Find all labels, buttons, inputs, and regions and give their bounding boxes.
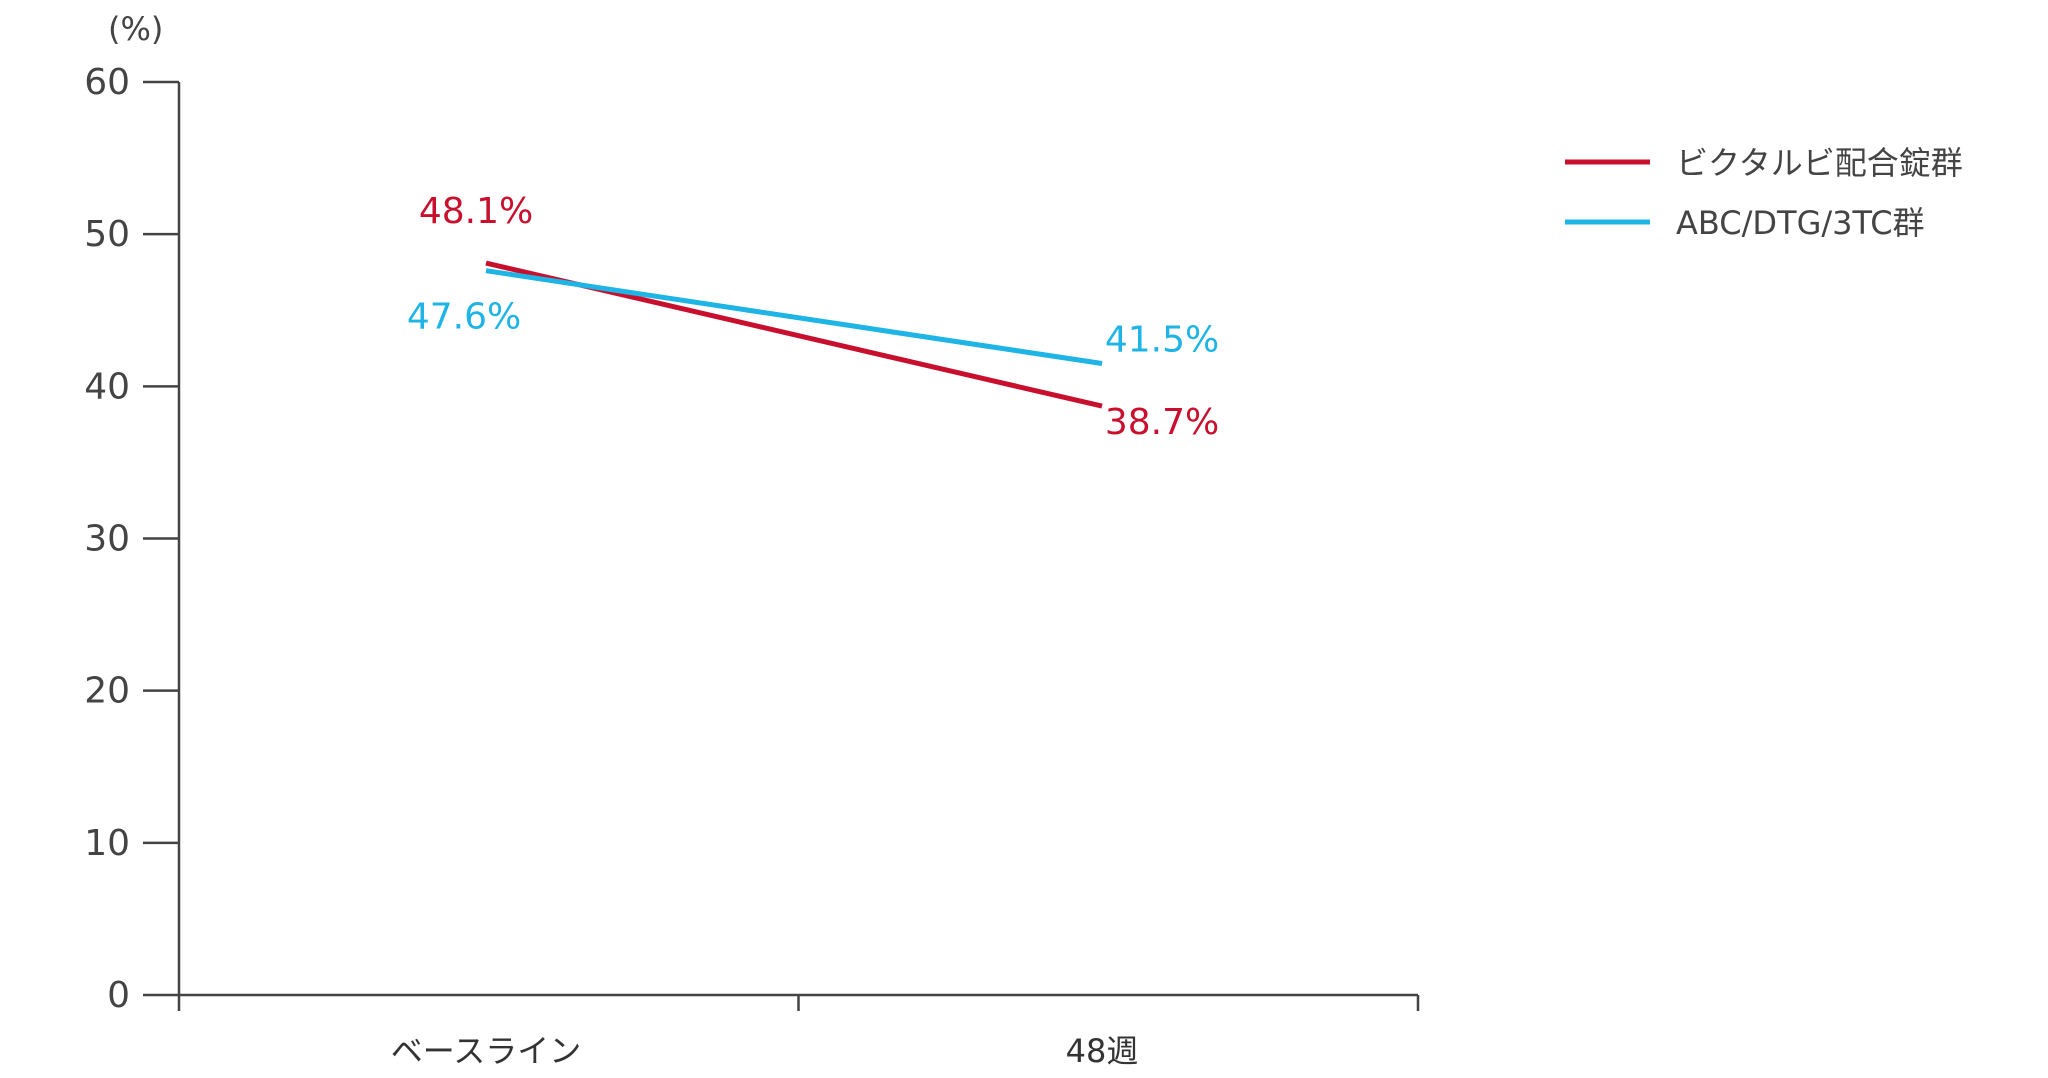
y-tick-label: 0 [107,975,130,1016]
y-axis-unit: (%) [108,10,163,48]
x-axis-labels: ベースライン 48週 [391,1032,1139,1070]
y-tick-label: 40 [84,366,130,407]
y-tick-label: 10 [84,823,130,864]
y-tick-label: 50 [84,214,130,255]
axes [177,82,1420,1011]
data-labels: 48.1% 38.7% 47.6% 41.5% [407,191,1219,443]
x-tick-label: 48週 [1066,1032,1139,1070]
x-tick-label: ベースライン [391,1032,581,1070]
series-lines [485,260,1103,409]
legend-label: ABC/DTG/3TC群 [1676,204,1925,242]
data-label: 47.6% [407,297,521,338]
legend: ビクタルビ配合錠群 ABC/DTG/3TC群 [1565,144,1963,242]
y-tick-label: 30 [84,519,130,560]
series-line-1 [485,268,1103,366]
data-label: 48.1% [419,191,533,232]
y-axis-ticks: 0 10 20 30 40 50 60 [84,62,179,1016]
legend-label: ビクタルビ配合錠群 [1676,144,1963,182]
data-label: 38.7% [1105,402,1219,443]
data-label: 41.5% [1105,320,1219,361]
y-tick-label: 20 [84,671,130,712]
y-tick-label: 60 [84,62,130,103]
